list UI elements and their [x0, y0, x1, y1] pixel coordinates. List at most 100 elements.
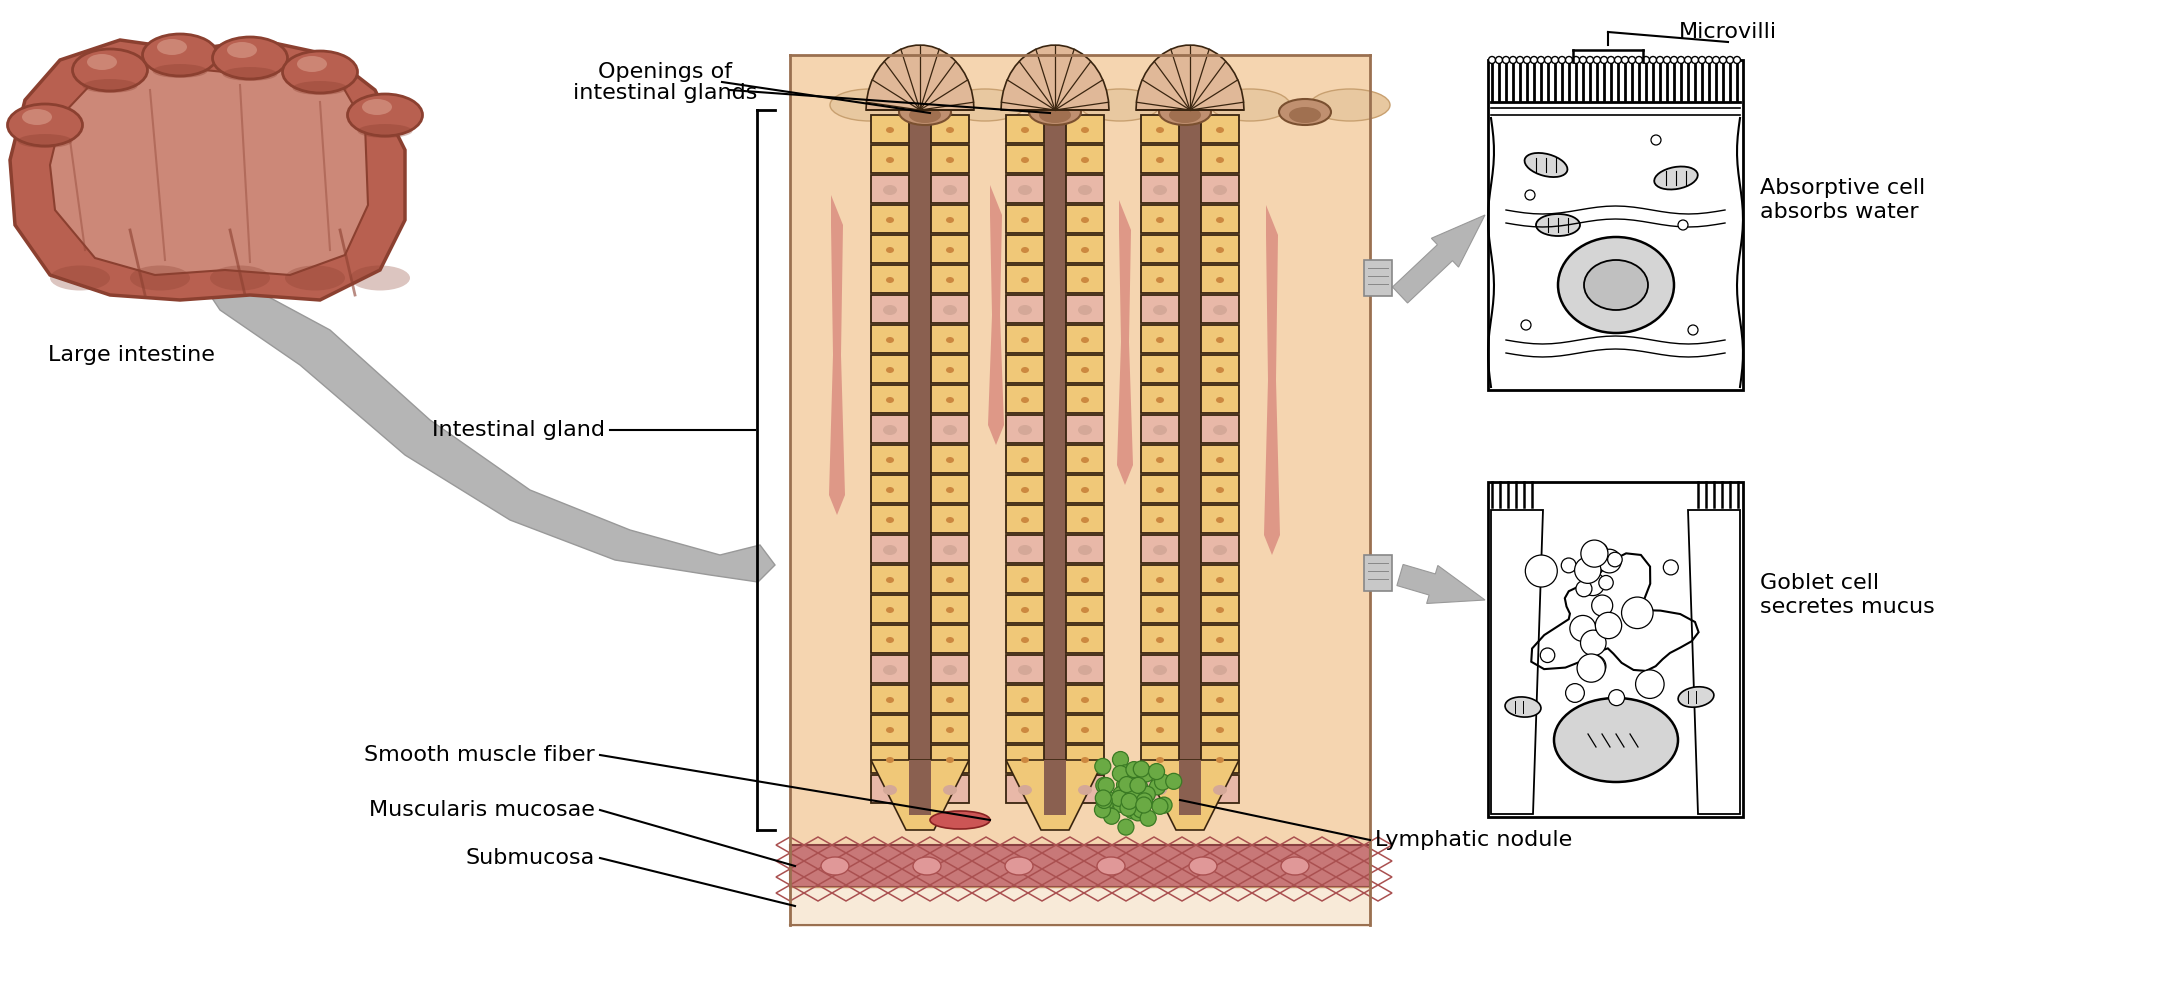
Circle shape — [1134, 761, 1149, 777]
Circle shape — [1677, 220, 1688, 230]
Bar — [870, 235, 909, 263]
Circle shape — [1582, 572, 1606, 596]
Bar — [1201, 235, 1240, 263]
Circle shape — [1151, 798, 1169, 814]
Ellipse shape — [885, 637, 894, 643]
Bar — [1140, 685, 1179, 713]
Bar — [1006, 475, 1043, 503]
Bar — [1067, 505, 1104, 533]
Ellipse shape — [1156, 757, 1164, 763]
Ellipse shape — [946, 217, 954, 223]
Circle shape — [1580, 630, 1606, 656]
Text: Microvilli: Microvilli — [1679, 22, 1777, 42]
Bar — [1006, 595, 1043, 623]
Circle shape — [1558, 57, 1565, 64]
Circle shape — [1123, 782, 1140, 798]
Ellipse shape — [1156, 457, 1164, 463]
Ellipse shape — [946, 457, 954, 463]
Ellipse shape — [1156, 337, 1164, 343]
Ellipse shape — [946, 487, 954, 493]
Bar — [790, 55, 1370, 845]
Bar — [1006, 445, 1043, 473]
Ellipse shape — [1082, 247, 1088, 253]
Ellipse shape — [1526, 153, 1567, 177]
Bar — [1067, 565, 1104, 593]
Ellipse shape — [1214, 425, 1227, 435]
Ellipse shape — [946, 89, 1026, 121]
Ellipse shape — [1156, 727, 1164, 733]
Circle shape — [1166, 773, 1182, 789]
Bar — [1140, 385, 1179, 413]
Text: Lymphatic nodule: Lymphatic nodule — [1374, 830, 1573, 850]
Ellipse shape — [1082, 217, 1088, 223]
Circle shape — [1112, 751, 1127, 767]
Polygon shape — [866, 45, 974, 110]
Ellipse shape — [1082, 637, 1088, 643]
Ellipse shape — [212, 37, 288, 79]
Ellipse shape — [1281, 857, 1309, 875]
Bar — [931, 115, 969, 143]
Ellipse shape — [1153, 665, 1166, 675]
Ellipse shape — [1216, 697, 1225, 703]
Ellipse shape — [946, 157, 954, 163]
Bar — [1140, 415, 1179, 443]
Bar — [1140, 175, 1179, 203]
Circle shape — [1095, 777, 1112, 793]
Bar — [931, 745, 969, 773]
Text: Large intestine: Large intestine — [48, 345, 214, 365]
Ellipse shape — [883, 305, 898, 315]
Ellipse shape — [885, 487, 894, 493]
Ellipse shape — [1216, 757, 1225, 763]
Bar — [1201, 385, 1240, 413]
Circle shape — [1097, 789, 1114, 805]
Circle shape — [1677, 57, 1684, 64]
Ellipse shape — [883, 665, 898, 675]
Ellipse shape — [1021, 337, 1030, 343]
Bar — [931, 595, 969, 623]
Bar — [1140, 625, 1179, 653]
Ellipse shape — [1082, 337, 1088, 343]
Ellipse shape — [1021, 127, 1030, 133]
Ellipse shape — [1080, 89, 1160, 121]
Ellipse shape — [885, 157, 894, 163]
Ellipse shape — [885, 127, 894, 133]
Ellipse shape — [1082, 697, 1088, 703]
Circle shape — [1621, 597, 1653, 629]
Circle shape — [1149, 778, 1166, 794]
Circle shape — [1552, 57, 1558, 64]
Circle shape — [1601, 57, 1608, 64]
Circle shape — [1593, 595, 1612, 616]
Polygon shape — [989, 185, 1004, 445]
Bar — [1067, 175, 1104, 203]
Ellipse shape — [1039, 107, 1071, 123]
Ellipse shape — [1216, 337, 1225, 343]
Circle shape — [1575, 557, 1601, 584]
Ellipse shape — [1021, 277, 1030, 283]
Circle shape — [1664, 560, 1679, 575]
Bar — [931, 265, 969, 293]
Bar — [1179, 115, 1201, 815]
Ellipse shape — [944, 305, 956, 315]
Bar — [1067, 595, 1104, 623]
Bar — [1140, 775, 1179, 803]
Ellipse shape — [946, 397, 954, 403]
Polygon shape — [1006, 760, 1104, 830]
Ellipse shape — [1156, 577, 1164, 583]
Bar — [1006, 565, 1043, 593]
Circle shape — [1117, 764, 1134, 780]
Ellipse shape — [1082, 727, 1088, 733]
Circle shape — [1584, 655, 1606, 678]
Ellipse shape — [946, 337, 954, 343]
Ellipse shape — [946, 247, 954, 253]
Ellipse shape — [1017, 545, 1032, 555]
Circle shape — [1119, 769, 1134, 785]
Ellipse shape — [1216, 247, 1225, 253]
Ellipse shape — [944, 425, 956, 435]
Circle shape — [1573, 57, 1580, 64]
Ellipse shape — [885, 727, 894, 733]
Polygon shape — [829, 195, 844, 515]
Ellipse shape — [1216, 157, 1225, 163]
Circle shape — [1541, 648, 1554, 663]
Circle shape — [1536, 57, 1545, 64]
Text: Muscularis mucosae: Muscularis mucosae — [370, 800, 595, 820]
